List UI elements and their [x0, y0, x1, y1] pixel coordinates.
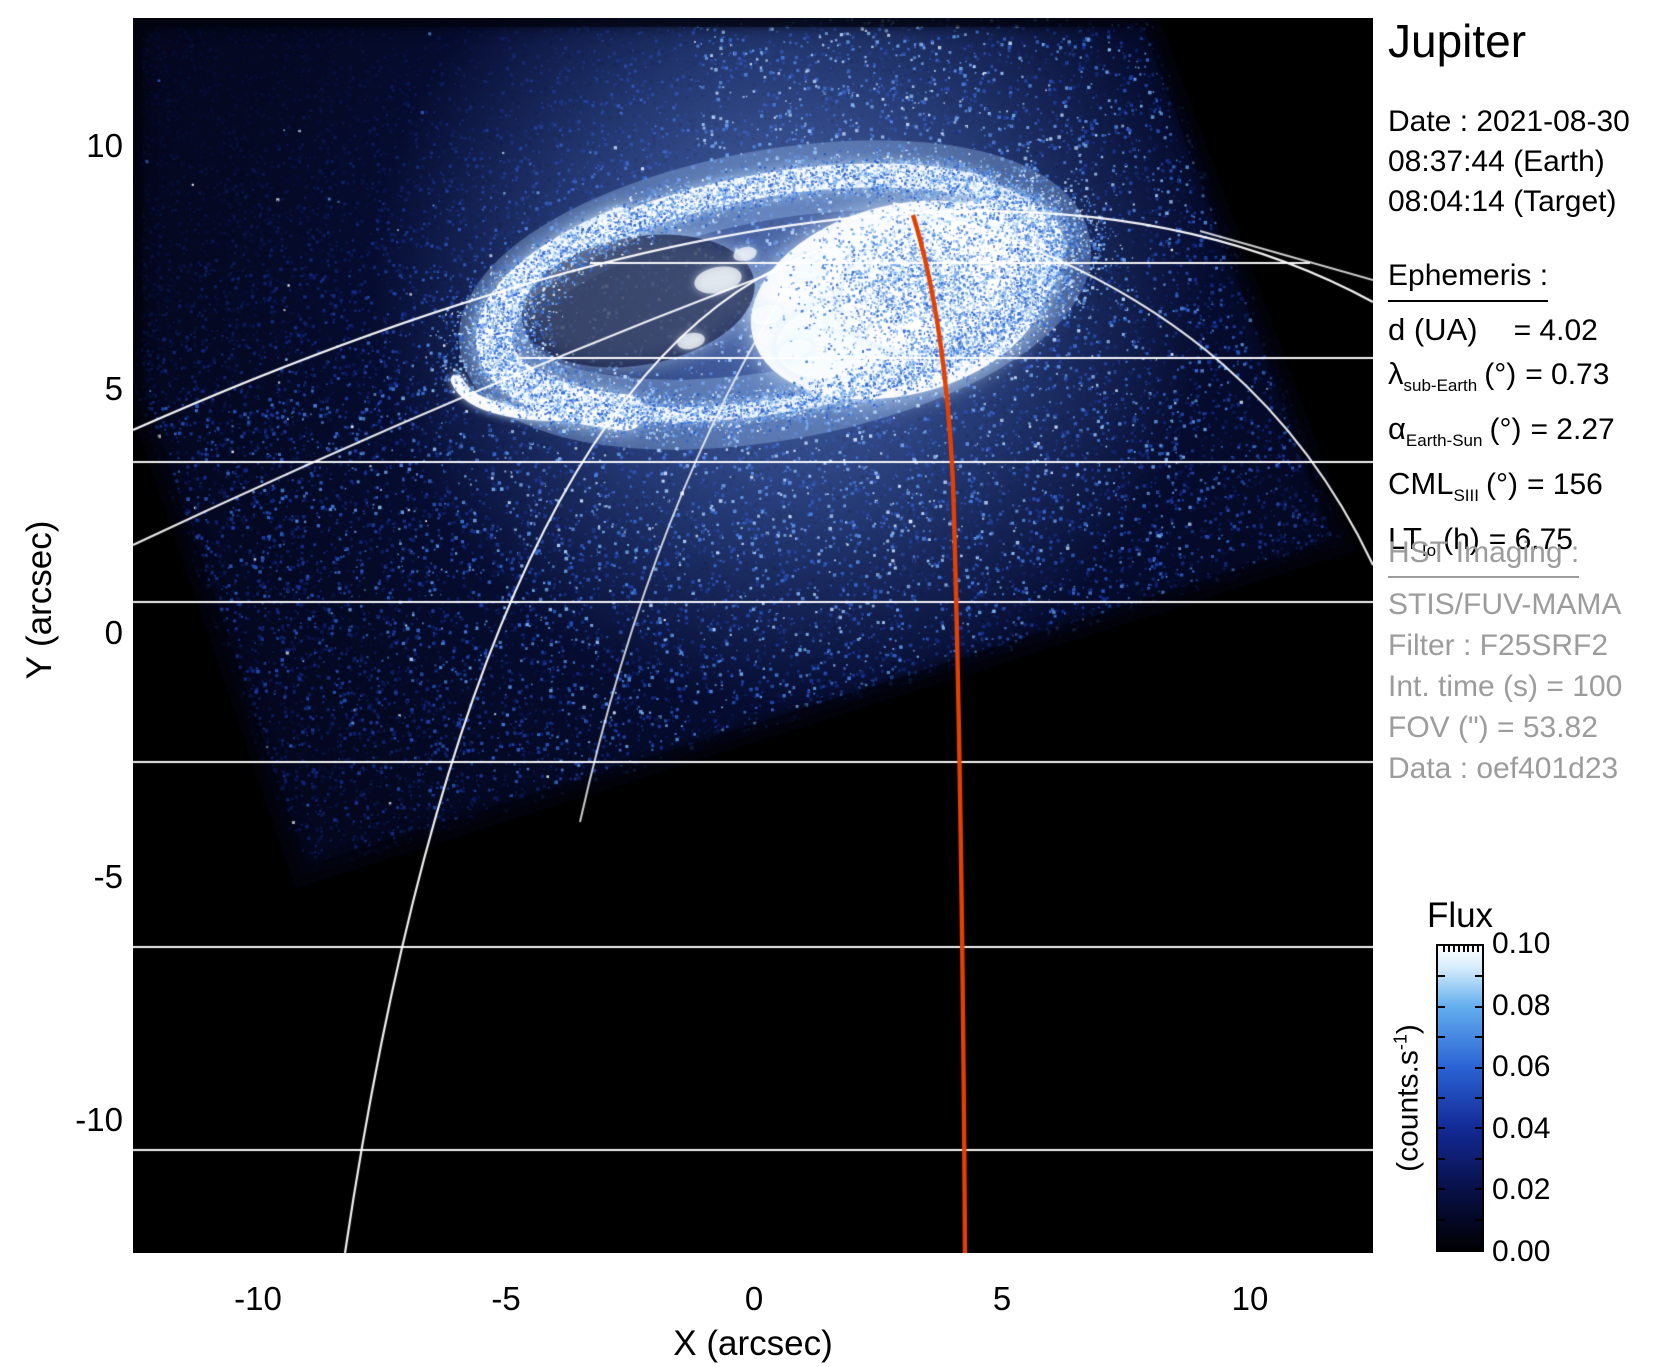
aurora-image-plot: [133, 18, 1373, 1253]
x-tick-label: 5: [992, 1280, 1012, 1317]
colorbar-minor-tick: [1438, 1066, 1445, 1069]
colorbar-units-label: (counts.s-1): [1390, 1024, 1425, 1172]
ephemeris-block: Ephemeris : d (UA) = 4.02 λsub-Earth (°) = 0…: [1388, 254, 1615, 572]
colorbar-minor-tick: [1475, 1066, 1482, 1069]
colorbar-minor-tick: [1438, 1188, 1445, 1191]
colorbar-minor-tick: [1438, 1036, 1445, 1039]
x-tick-label: 10: [1231, 1280, 1269, 1317]
hst-line: Data : oef401d23: [1388, 752, 1619, 785]
hst-line: Filter : F25SRF2: [1388, 629, 1609, 662]
colorbar-minor-tick: [1438, 1218, 1445, 1221]
colorbar-minor-tick: [1438, 1127, 1445, 1130]
colorbar-tick-label: 0.06: [1492, 1050, 1551, 1084]
y-axis-label: Y (arcsec): [20, 520, 59, 680]
ephemeris-row: λsub-Earth (°) = 0.73: [1388, 356, 1610, 395]
y-tick-label: 0: [104, 614, 123, 651]
y-tick-label: 5: [104, 370, 123, 407]
colorbar-minor-tick: [1475, 1005, 1482, 1008]
colorbar-minor-tick: [1475, 1188, 1482, 1191]
colorbar-minor-tick: [1462, 946, 1465, 952]
flux-colorbar: [1436, 944, 1484, 1252]
ephemeris-heading: Ephemeris :: [1388, 254, 1549, 302]
colorbar-minor-tick: [1442, 946, 1445, 952]
colorbar-minor-tick: [1457, 946, 1460, 952]
x-tick-label: -10: [234, 1280, 282, 1317]
colorbar-tick-label: 0.08: [1492, 988, 1551, 1022]
colorbar-minor-tick: [1475, 1157, 1482, 1160]
colorbar-minor-tick: [1447, 946, 1450, 952]
colorbar-tick-label: 0.04: [1492, 1111, 1551, 1145]
y-tick-label: -5: [93, 858, 123, 895]
ephemeris-row: LTIo (h) = 6.75: [1388, 521, 1573, 560]
page-title: Jupiter: [1388, 15, 1527, 67]
hst-line: FOV (") = 53.82: [1388, 711, 1598, 744]
colorbar-minor-tick: [1452, 946, 1455, 952]
hst-line: Int. time (s) = 100: [1388, 670, 1623, 703]
colorbar-minor-tick: [1475, 1127, 1482, 1130]
colorbar-minor-tick: [1477, 946, 1480, 952]
x-axis-label: X (arcsec): [673, 1324, 833, 1363]
colorbar-minor-tick: [1438, 1097, 1445, 1099]
hst-heading: HST Imaging :: [1388, 532, 1580, 578]
colorbar-minor-tick: [1438, 975, 1445, 978]
colorbar-minor-tick: [1475, 1097, 1482, 1099]
colorbar-title: Flux: [1426, 896, 1494, 935]
colorbar-minor-tick: [1467, 946, 1470, 952]
ephemeris-row: d (UA) = 4.02: [1388, 312, 1598, 347]
colorbar-tick-label: 0.02: [1492, 1173, 1551, 1207]
colorbar-minor-tick: [1438, 1005, 1445, 1008]
colorbar-minor-tick: [1472, 946, 1475, 952]
ephemeris-row: αEarth-Sun (°) = 2.27: [1388, 411, 1615, 450]
colorbar-minor-tick: [1475, 1036, 1482, 1039]
earth-time-line: 08:37:44 (Earth): [1388, 145, 1605, 178]
hst-lines: STIS/FUV-MAMA Filter : F25SRF2 Int. time (…: [1388, 584, 1622, 789]
hst-line: STIS/FUV-MAMA: [1388, 588, 1622, 621]
colorbar-tick-label: 0.10: [1492, 927, 1551, 960]
date-line: Date : 2021-08-30: [1388, 105, 1630, 138]
colorbar-minor-tick: [1438, 1157, 1445, 1160]
target-time-line: 08:04:14 (Target): [1388, 185, 1617, 218]
y-tick-label: -10: [75, 1101, 123, 1138]
hst-imaging-block: HST Imaging : STIS/FUV-MAMA Filter : F25S…: [1388, 532, 1622, 789]
x-tick-label: 0: [744, 1280, 764, 1317]
colorbar-minor-tick: [1475, 975, 1482, 978]
ephemeris-rows: d (UA) = 4.02 λsub-Earth (°) = 0.73 αEarth-Su…: [1388, 308, 1615, 572]
colorbar-minor-tick: [1475, 1218, 1482, 1221]
colorbar-tick-label: 0.00: [1492, 1235, 1551, 1268]
y-tick-label: 10: [86, 127, 123, 164]
date-block: Date : 2021-08-30 08:37:44 (Earth) 08:04…: [1388, 102, 1630, 222]
x-tick-label: -5: [491, 1280, 521, 1317]
ephemeris-row: CMLSIII (°) = 156: [1388, 466, 1603, 505]
